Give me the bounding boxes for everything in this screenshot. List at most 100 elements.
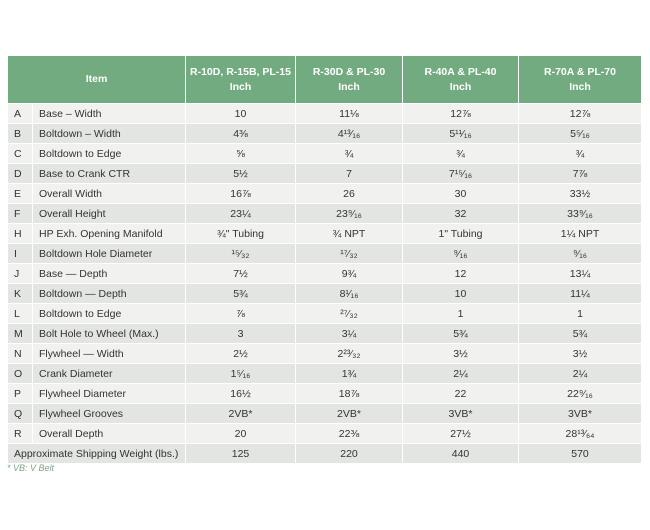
table-row: M Bolt Hole to Wheel (Max.) 3 3¼ 5¾ 5¾: [7, 323, 642, 344]
cell: ¹⁵⁄₃₂: [185, 243, 296, 264]
row-item: Crank Diameter: [32, 363, 186, 384]
cell: 7: [295, 163, 403, 184]
cell: ²⁷⁄₃₂: [295, 303, 403, 324]
row-item: Flywheel Grooves: [32, 403, 186, 424]
cell: 30: [402, 183, 519, 204]
cell: 220: [295, 443, 403, 464]
cell: 33½: [518, 183, 642, 204]
column-header: Item: [7, 55, 186, 104]
cell: 1¼ NPT: [518, 223, 642, 244]
cell: 2²³⁄₃₂: [295, 343, 403, 364]
cell: 3¼: [295, 323, 403, 344]
row-item: Boltdown — Depth: [32, 283, 186, 304]
cell: 33⁹⁄₁₆: [518, 203, 642, 224]
row-letter: H: [7, 223, 33, 244]
cell: 12⅞: [518, 103, 642, 124]
row-item: Bolt Hole to Wheel (Max.): [32, 323, 186, 344]
cell: ⁹⁄₁₆: [518, 243, 642, 264]
cell: 3VB*: [402, 403, 519, 424]
row-item: Base – Width: [32, 103, 186, 124]
cell: 4¹³⁄₁₆: [295, 123, 403, 144]
spec-table-wrap: Item R-10D, R-15B, PL-15 Inch R-30D & PL-3…: [7, 55, 642, 464]
table-row: Q Flywheel Grooves 2VB* 2VB* 3VB* 3VB*: [7, 403, 642, 424]
cell: 7⅞: [518, 163, 642, 184]
table-head: Item R-10D, R-15B, PL-15 Inch R-30D & PL-3…: [7, 55, 642, 104]
cell: 16½: [185, 383, 296, 404]
cell: 23¼: [185, 203, 296, 224]
row-letter: Q: [7, 403, 33, 424]
cell: 2½: [185, 343, 296, 364]
cell: 7½: [185, 263, 296, 284]
row-item: Base — Depth: [32, 263, 186, 284]
cell: 2¼: [518, 363, 642, 384]
cell: 11¼: [518, 283, 642, 304]
table-row: B Boltdown – Width 4⅜ 4¹³⁄₁₆ 5¹¹⁄₁₆ 5⁵⁄₁₆: [7, 123, 642, 144]
cell: 5¹¹⁄₁₆: [402, 123, 519, 144]
table-row: C Boltdown to Edge ⅝ ¾ ¾ ¾: [7, 143, 642, 164]
table-row: R Overall Depth 20 22⅜ 27½ 28¹³⁄₆₄: [7, 423, 642, 444]
table-row: I Boltdown Hole Diameter ¹⁵⁄₃₂ ¹⁷⁄₃₂ ⁹⁄₁₆ ⁹⁄₁…: [7, 243, 642, 264]
cell: ⅝: [185, 143, 296, 164]
table-row: E Overall Width 16⅞ 26 30 33½: [7, 183, 642, 204]
cell: 20: [185, 423, 296, 444]
row-letter: N: [7, 343, 33, 364]
cell: 27½: [402, 423, 519, 444]
row-letter: J: [7, 263, 33, 284]
table-row: D Base to Crank CTR 5½ 7 7¹⁵⁄₁₆ 7⅞: [7, 163, 642, 184]
cell: 22⅜: [295, 423, 403, 444]
column-header: R-30D & PL-30 Inch: [295, 55, 403, 104]
cell: 2¼: [402, 363, 519, 384]
row-letter: F: [7, 203, 33, 224]
cell: ¾: [295, 143, 403, 164]
cell: ¾" Tubing: [185, 223, 296, 244]
cell: 1⁵⁄₁₆: [185, 363, 296, 384]
cell: 4⅜: [185, 123, 296, 144]
cell: ¾: [518, 143, 642, 164]
cell: 1: [518, 303, 642, 324]
table-row: L Boltdown to Edge ⅞ ²⁷⁄₃₂ 1 1: [7, 303, 642, 324]
cell: 2VB*: [295, 403, 403, 424]
row-item: Approximate Shipping Weight (lbs.): [7, 443, 186, 464]
row-letter: I: [7, 243, 33, 264]
row-item: Flywheel — Width: [32, 343, 186, 364]
spec-table: Item R-10D, R-15B, PL-15 Inch R-30D & PL-3…: [7, 55, 642, 464]
cell: 22⁹⁄₁₆: [518, 383, 642, 404]
cell: 5½: [185, 163, 296, 184]
cell: 1¾: [295, 363, 403, 384]
row-item: Flywheel Diameter: [32, 383, 186, 404]
row-item: Overall Height: [32, 203, 186, 224]
row-item: Boltdown – Width: [32, 123, 186, 144]
cell: ⁹⁄₁₆: [402, 243, 519, 264]
cell: 13¼: [518, 263, 642, 284]
row-item: Boltdown Hole Diameter: [32, 243, 186, 264]
cell: ¹⁷⁄₃₂: [295, 243, 403, 264]
cell: 125: [185, 443, 296, 464]
table-body: A Base – Width 10 11⅛ 12⅞ 12⅞ B Boltdown – Widt…: [7, 103, 642, 464]
row-letter: O: [7, 363, 33, 384]
footnote: * VB: V Belt: [7, 463, 55, 473]
column-header: R-10D, R-15B, PL-15 Inch: [185, 55, 296, 104]
cell: 28¹³⁄₆₄: [518, 423, 642, 444]
row-letter: M: [7, 323, 33, 344]
cell: 5¾: [518, 323, 642, 344]
column-header: R-40A & PL-40 Inch: [402, 55, 519, 104]
table-row: F Overall Height 23¼ 23⁹⁄₁₆ 32 33⁹⁄₁₆: [7, 203, 642, 224]
row-letter: P: [7, 383, 33, 404]
cell: ⅞: [185, 303, 296, 324]
row-item: Overall Depth: [32, 423, 186, 444]
cell: 1" Tubing: [402, 223, 519, 244]
row-letter: D: [7, 163, 33, 184]
cell: 570: [518, 443, 642, 464]
cell: 12: [402, 263, 519, 284]
cell: 18⅞: [295, 383, 403, 404]
cell: 3: [185, 323, 296, 344]
row-letter: C: [7, 143, 33, 164]
cell: ¾ NPT: [295, 223, 403, 244]
cell: 9¾: [295, 263, 403, 284]
cell: 10: [402, 283, 519, 304]
cell: 16⅞: [185, 183, 296, 204]
row-letter: B: [7, 123, 33, 144]
table-row: N Flywheel — Width 2½ 2²³⁄₃₂ 3½ 3½: [7, 343, 642, 364]
table-row: O Crank Diameter 1⁵⁄₁₆ 1¾ 2¼ 2¼: [7, 363, 642, 384]
